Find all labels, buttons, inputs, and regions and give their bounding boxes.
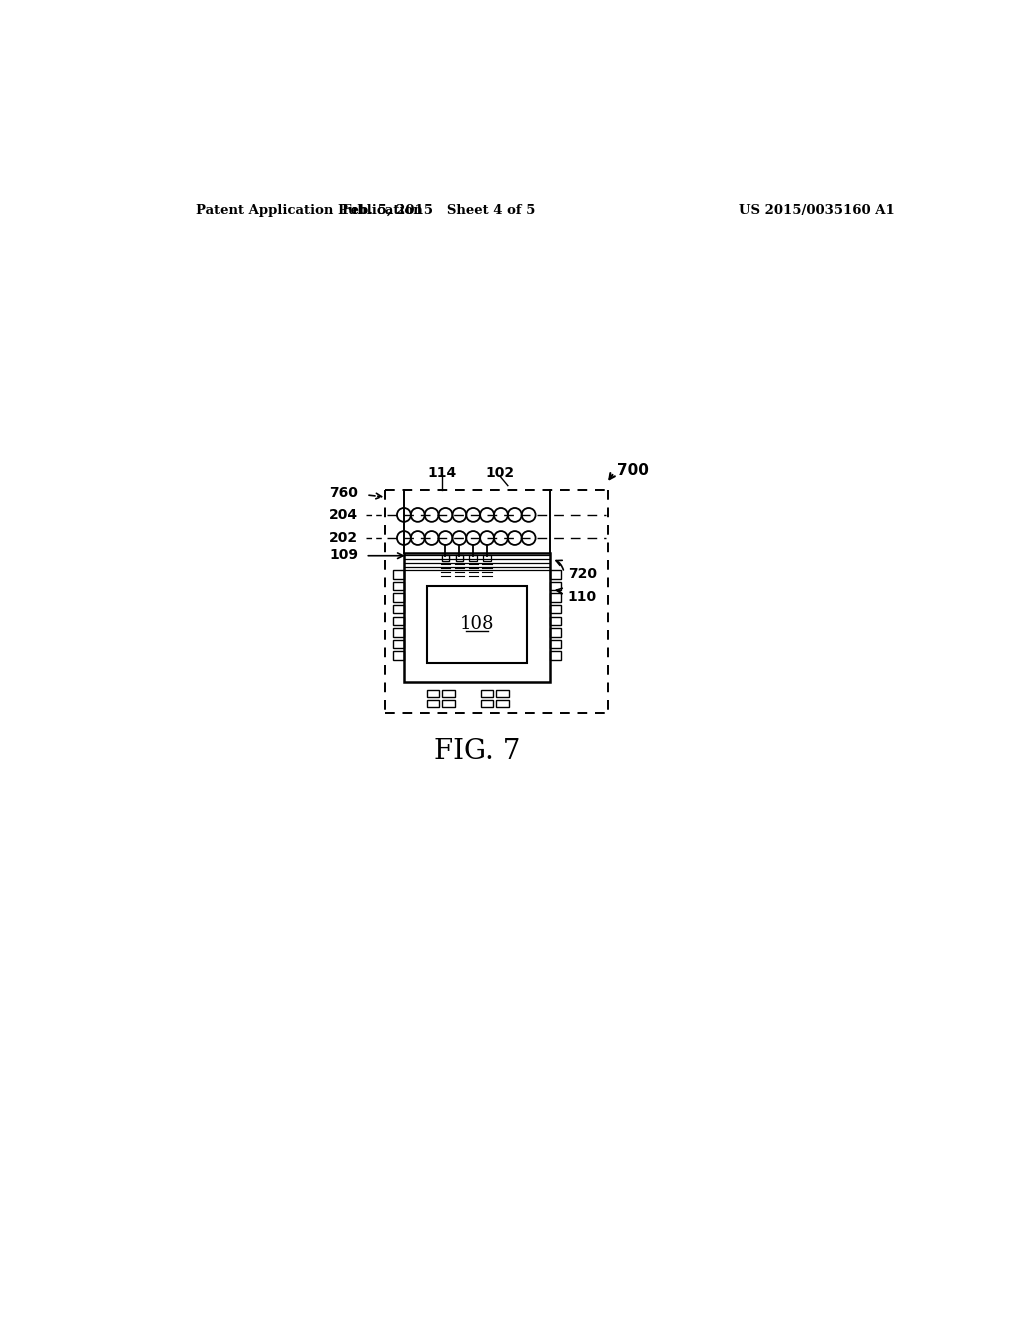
Bar <box>456 554 463 561</box>
Bar <box>442 700 455 708</box>
Bar <box>427 700 439 708</box>
Bar <box>441 554 450 561</box>
Text: 700: 700 <box>617 463 649 478</box>
Bar <box>550 582 561 590</box>
Text: 202: 202 <box>330 531 358 545</box>
Bar <box>550 605 561 614</box>
Text: US 2015/0035160 A1: US 2015/0035160 A1 <box>739 205 895 218</box>
Text: 102: 102 <box>485 466 515 479</box>
Text: 110: 110 <box>568 590 597 605</box>
Bar <box>442 689 455 697</box>
Text: 114: 114 <box>427 466 457 479</box>
Text: 109: 109 <box>330 548 358 562</box>
Bar <box>393 651 403 660</box>
Bar <box>481 700 494 708</box>
Bar <box>393 594 403 602</box>
Bar <box>550 594 561 602</box>
Bar <box>441 554 450 561</box>
Bar <box>393 616 403 626</box>
Bar <box>550 651 561 660</box>
Bar <box>550 616 561 626</box>
Text: 108: 108 <box>460 615 495 634</box>
Bar <box>550 640 561 648</box>
Bar <box>393 628 403 636</box>
Bar <box>550 570 561 579</box>
Bar <box>550 628 561 636</box>
Bar <box>483 554 490 561</box>
Text: 720: 720 <box>568 568 597 581</box>
Text: 204: 204 <box>330 508 358 521</box>
Bar <box>481 689 494 697</box>
Bar <box>456 554 463 561</box>
Text: Feb. 5, 2015   Sheet 4 of 5: Feb. 5, 2015 Sheet 4 of 5 <box>342 205 536 218</box>
Bar <box>469 554 477 561</box>
Bar <box>497 700 509 708</box>
Bar <box>393 582 403 590</box>
Text: Patent Application Publication: Patent Application Publication <box>196 205 423 218</box>
Bar <box>393 640 403 648</box>
Text: 760: 760 <box>330 486 358 500</box>
Bar <box>427 689 439 697</box>
Bar <box>393 570 403 579</box>
Bar <box>403 553 550 682</box>
Bar <box>497 689 509 697</box>
Bar <box>393 605 403 614</box>
Bar <box>427 586 527 663</box>
Text: FIG. 7: FIG. 7 <box>434 738 520 764</box>
